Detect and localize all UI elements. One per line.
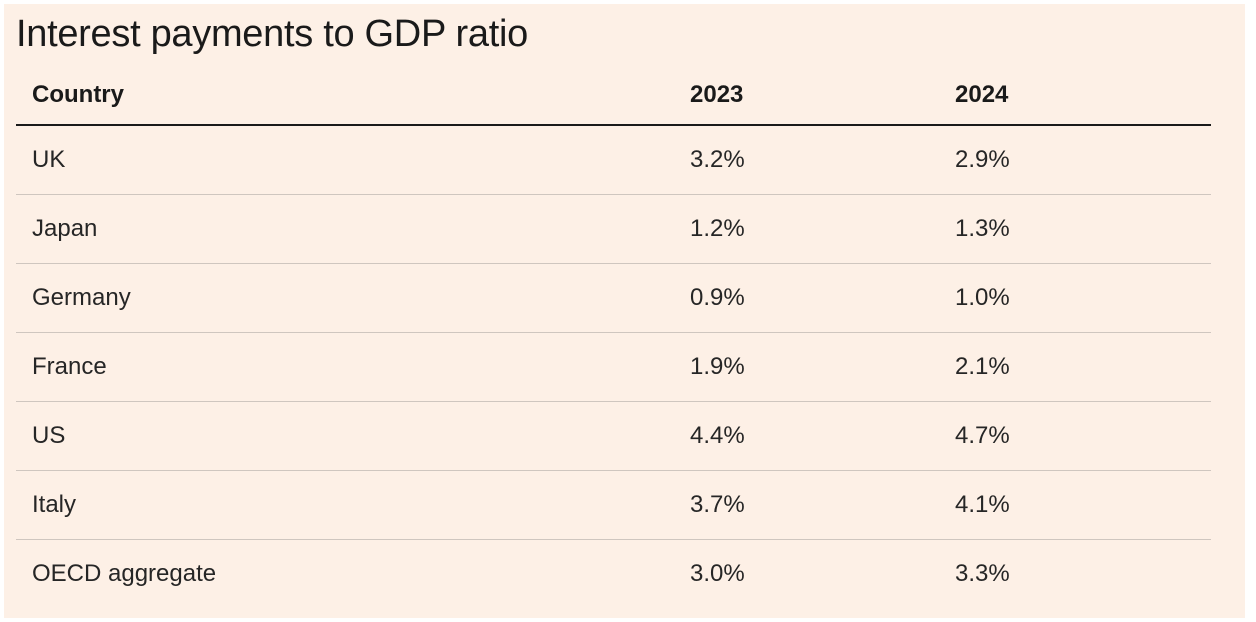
table-row: US 4.4% 4.7% [16,401,1211,471]
country-cell: OECD aggregate [32,560,217,587]
value-2024-cell: 4.7% [939,401,1211,471]
country-cell: France [16,332,674,402]
header-country: Country [16,66,674,126]
chart-panel: Interest payments to GDP ratio Country 2… [4,4,1245,618]
country-cell: US [16,401,674,471]
country-cell: Germany [16,263,674,333]
table-row: Italy 3.7% 4.1% [16,470,1211,540]
country-cell: Japan [16,194,674,264]
value-2023-cell: 4.4% [674,401,939,471]
value-2023-cell: 3.7% [674,470,939,540]
data-table: Country 2023 2024 UK 3.2% 2.9% Japan 1.2… [16,66,1211,608]
value-2023-cell: 1.9% [674,332,939,402]
value-2023-cell: 3.0% [690,560,745,587]
value-2024-cell: 2.9% [939,125,1211,195]
table-row: France 1.9% 2.1% [16,332,1211,402]
country-cell: Italy [16,470,674,540]
value-2023-cell: 0.9% [674,263,939,333]
chart-title: Interest payments to GDP ratio [16,13,528,55]
country-cell: UK [16,125,674,195]
header-2024: 2024 [939,66,1211,126]
value-2023-cell: 1.2% [674,194,939,264]
header-row: Country 2023 2024 [16,66,1211,126]
value-2024-cell: 2.1% [939,332,1211,402]
header-2023: 2023 [674,66,939,126]
table-row: OECD aggregate 3.0% 3.3% [16,540,1211,609]
value-2024-cell: 1.3% [939,194,1211,264]
table-row: UK 3.2% 2.9% [16,125,1211,195]
value-2024-cell: 4.1% [939,470,1211,540]
value-2024-cell: 3.3% [955,560,1010,587]
value-2023-cell: 3.2% [674,125,939,195]
value-2024-cell: 1.0% [939,263,1211,333]
table-row: Japan 1.2% 1.3% [16,194,1211,264]
table-row: Germany 0.9% 1.0% [16,263,1211,333]
